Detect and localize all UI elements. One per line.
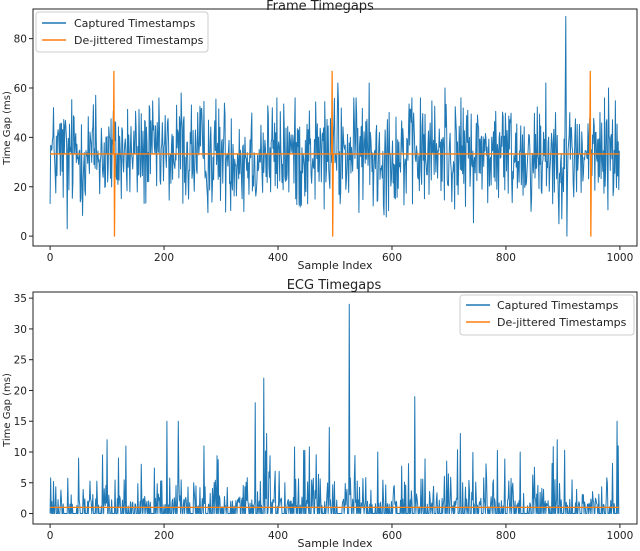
plot-series bbox=[49, 15, 620, 237]
legend-label-captured: Captured Timestamps bbox=[497, 299, 619, 312]
x-tick-label: 400 bbox=[268, 530, 288, 542]
x-tick-label: 600 bbox=[382, 252, 402, 264]
legend-box bbox=[35, 11, 209, 53]
y-tick-label: 10 bbox=[14, 447, 27, 459]
legend-label-dejittered: De-jittered Timestamps bbox=[497, 316, 627, 329]
y-ticks: 0 5 10 15 20 25 30 35 bbox=[14, 293, 33, 521]
y-tick-label: 40 bbox=[14, 132, 27, 144]
y-tick-label: 0 bbox=[20, 509, 27, 521]
x-axis-label: Sample Index bbox=[297, 259, 373, 272]
frame-timegaps-chart: Frame Timegaps 0 200 400 600 800 1000 0 20 40 60… bbox=[2, 0, 638, 272]
y-tick-label: 25 bbox=[14, 355, 27, 367]
x-tick-label: 400 bbox=[268, 252, 288, 264]
legend-label-dejittered: De-jittered Timestamps bbox=[74, 34, 204, 47]
series-captured-line bbox=[49, 303, 620, 515]
x-tick-label: 600 bbox=[382, 530, 402, 542]
chart-title: Frame Timegaps bbox=[266, 0, 374, 14]
x-tick-label: 800 bbox=[496, 530, 516, 542]
y-axis-label: Time Gap (ms) bbox=[2, 373, 13, 448]
x-axis-label: Sample Index bbox=[297, 537, 373, 550]
plot-frame bbox=[32, 8, 638, 247]
x-tick-label: 1000 bbox=[607, 252, 634, 264]
legend-label-captured: Captured Timestamps bbox=[74, 17, 196, 30]
y-axis-label: Time Gap (ms) bbox=[2, 91, 13, 166]
y-tick-label: 30 bbox=[14, 324, 27, 336]
legend-box bbox=[459, 294, 635, 336]
chart-title: ECG Timegaps bbox=[287, 278, 382, 293]
x-tick-label: 200 bbox=[154, 252, 174, 264]
series-captured-line bbox=[49, 15, 620, 237]
x-tick-label: 1000 bbox=[607, 530, 634, 542]
plot-series bbox=[49, 303, 620, 515]
ecg-timegaps-chart: ECG Timegaps 0 200 400 600 800 1000 0 5 10 15 20 2… bbox=[2, 278, 638, 550]
x-tick-label: 0 bbox=[47, 252, 54, 264]
y-tick-label: 80 bbox=[14, 34, 27, 46]
y-tick-label: 20 bbox=[14, 182, 27, 194]
y-ticks: 0 20 40 60 80 bbox=[14, 34, 33, 243]
x-ticks: 0 200 400 600 800 1000 bbox=[47, 246, 634, 264]
y-tick-label: 0 bbox=[20, 231, 27, 243]
legend: Captured Timestamps De-jittered Timestam… bbox=[35, 11, 209, 53]
x-tick-label: 800 bbox=[496, 252, 516, 264]
plot-frame bbox=[32, 291, 638, 525]
y-tick-label: 35 bbox=[14, 293, 27, 305]
legend: Captured Timestamps De-jittered Timestam… bbox=[459, 294, 635, 336]
y-tick-label: 20 bbox=[14, 385, 27, 397]
x-tick-label: 0 bbox=[47, 530, 54, 542]
x-ticks: 0 200 400 600 800 1000 bbox=[47, 524, 634, 542]
series-dejittered-line bbox=[50, 70, 620, 237]
x-tick-label: 200 bbox=[154, 530, 174, 542]
y-tick-label: 5 bbox=[20, 478, 27, 490]
y-tick-label: 60 bbox=[14, 83, 27, 95]
y-tick-label: 15 bbox=[14, 416, 27, 428]
